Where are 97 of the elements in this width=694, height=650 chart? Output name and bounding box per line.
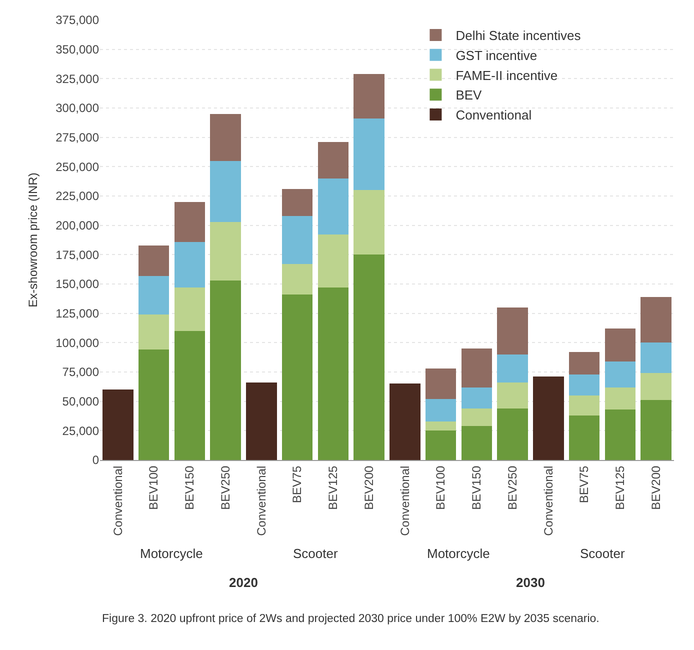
caption: Figure 3. 2020 upfront price of 2Ws and projected 2030 price under 100% E2W by 2035 scenario. bbox=[102, 613, 600, 625]
bar bbox=[354, 118, 384, 190]
bar bbox=[210, 160, 241, 222]
bar bbox=[174, 202, 206, 242]
bar bbox=[138, 314, 170, 350]
y-tick-label: 350,000 bbox=[56, 42, 100, 57]
bar bbox=[354, 190, 384, 255]
text: Scooter bbox=[580, 546, 626, 561]
bar bbox=[354, 254, 384, 460]
x-tick-label: Conventional bbox=[254, 466, 268, 536]
bar bbox=[425, 430, 456, 460]
bar bbox=[390, 384, 420, 460]
bar bbox=[568, 352, 600, 374]
x-tick-label: BEV200 bbox=[362, 465, 376, 510]
bar bbox=[568, 415, 600, 460]
bar bbox=[568, 395, 600, 416]
y-tick-label: 75,000 bbox=[62, 365, 100, 380]
bar bbox=[640, 296, 672, 343]
y-tick-label: 175,000 bbox=[56, 248, 100, 262]
bar bbox=[497, 354, 528, 383]
bar bbox=[282, 188, 313, 216]
bar bbox=[354, 74, 384, 119]
bar bbox=[102, 390, 134, 460]
x-tick-label: Conventional bbox=[398, 466, 412, 536]
bar bbox=[461, 348, 492, 388]
x-tick-label: BEV125 bbox=[613, 465, 628, 510]
y-tick-label: 300,000 bbox=[56, 101, 100, 116]
x-tick-label: BEV200 bbox=[648, 465, 663, 510]
bar bbox=[138, 276, 170, 315]
bar bbox=[497, 307, 528, 354]
bar bbox=[318, 288, 349, 460]
bar bbox=[604, 387, 636, 410]
bar bbox=[425, 368, 456, 399]
bar bbox=[568, 374, 600, 396]
legend-label: Conventional bbox=[456, 108, 532, 123]
text: Scooter bbox=[293, 546, 338, 561]
bar bbox=[461, 387, 492, 408]
y-tick-label: 375,000 bbox=[56, 13, 100, 28]
bar bbox=[497, 382, 528, 408]
bar bbox=[210, 280, 241, 460]
y-tick-label: 0 bbox=[92, 453, 100, 468]
y-tick-label: 125,000 bbox=[56, 306, 100, 321]
bar bbox=[318, 234, 349, 288]
legend-label: Delhi State incentives bbox=[456, 28, 582, 44]
y-tick-label: 200,000 bbox=[56, 218, 100, 233]
x-tick-label: BEV125 bbox=[326, 465, 340, 510]
y-tick-label: 225,000 bbox=[56, 189, 100, 204]
bar bbox=[604, 410, 636, 460]
bar bbox=[174, 242, 206, 288]
y-axis-title: Ex-showroom price (INR) bbox=[26, 172, 40, 308]
legend-label: GST incentive bbox=[456, 48, 538, 63]
y-tick-label: 50,000 bbox=[62, 394, 100, 409]
bar bbox=[497, 408, 528, 460]
x-tick-label: BEV150 bbox=[182, 465, 197, 510]
y-tick-label: 100,000 bbox=[56, 336, 100, 350]
y-tick-label: 275,000 bbox=[56, 130, 100, 145]
bar bbox=[174, 330, 206, 460]
x-tick-label: BEV150 bbox=[470, 465, 484, 510]
x-tick-label: BEV250 bbox=[218, 465, 232, 510]
bar bbox=[282, 216, 313, 264]
bar bbox=[640, 373, 672, 400]
text: 2030 bbox=[516, 575, 545, 590]
x-tick-label: BEV75 bbox=[577, 465, 592, 504]
y-tick-label: 250,000 bbox=[56, 160, 100, 174]
bar bbox=[604, 361, 636, 388]
text: Motorcycle bbox=[427, 546, 490, 561]
bar bbox=[318, 178, 349, 235]
text: 2020 bbox=[229, 575, 258, 590]
x-tick-label: Conventional bbox=[541, 466, 556, 536]
bar bbox=[282, 294, 313, 460]
bar bbox=[461, 426, 492, 460]
bar bbox=[461, 408, 492, 426]
y-tick-label: 150,000 bbox=[56, 277, 100, 292]
bar bbox=[425, 398, 456, 422]
bar bbox=[533, 376, 564, 460]
bar bbox=[640, 342, 672, 374]
bar bbox=[425, 421, 456, 431]
x-tick-label: BEV100 bbox=[146, 465, 161, 510]
y-tick-label: 25,000 bbox=[62, 424, 100, 438]
bar bbox=[604, 328, 636, 362]
x-tick-label: BEV75 bbox=[290, 465, 304, 504]
bar bbox=[282, 264, 313, 295]
bar bbox=[246, 382, 277, 460]
legend-label: BEV bbox=[456, 88, 482, 103]
bar bbox=[210, 222, 241, 280]
bar bbox=[640, 400, 672, 460]
bar bbox=[318, 142, 349, 178]
bar bbox=[174, 288, 206, 331]
x-tick-label: BEV250 bbox=[505, 465, 520, 510]
text: Motorcycle bbox=[140, 546, 203, 561]
bar bbox=[138, 245, 170, 276]
x-tick-label: Conventional bbox=[110, 466, 125, 536]
bar bbox=[210, 114, 241, 161]
bar bbox=[138, 350, 170, 460]
legend-label: FAME-II incentive bbox=[456, 68, 558, 83]
x-tick-label: BEV100 bbox=[434, 465, 448, 510]
y-tick-label: 325,000 bbox=[56, 72, 100, 86]
